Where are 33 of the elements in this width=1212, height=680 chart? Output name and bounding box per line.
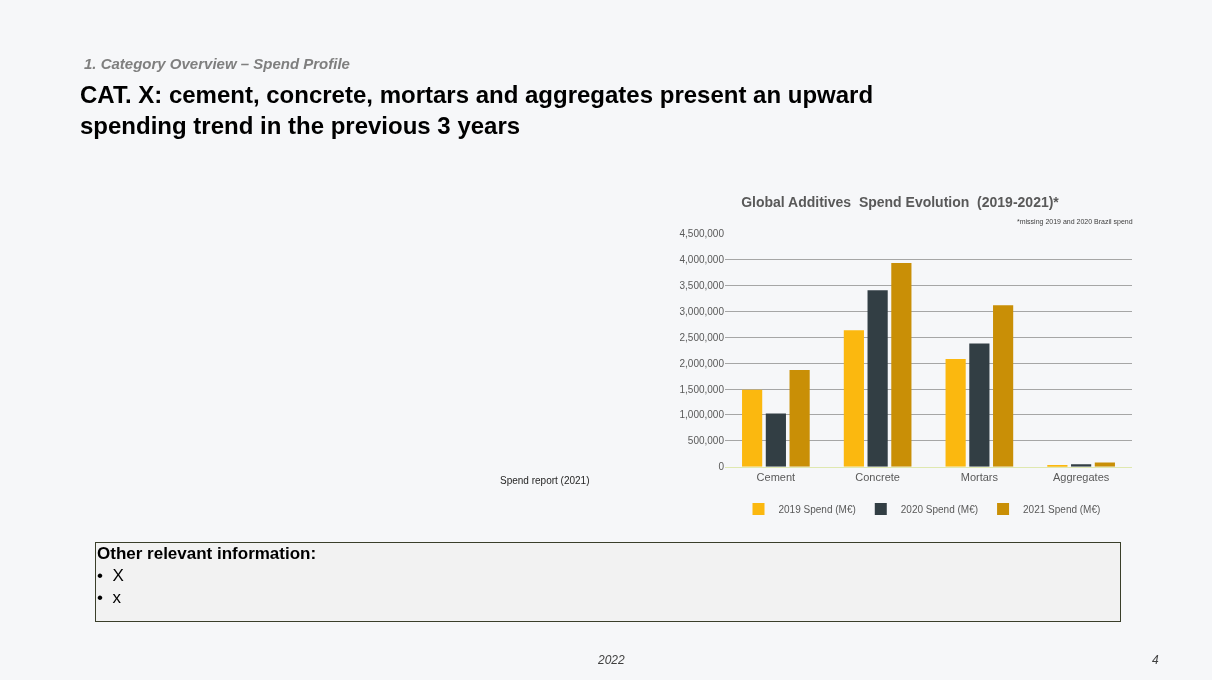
y-tick-label: 1,500,000 [679, 383, 725, 395]
bar [945, 359, 966, 467]
text: 4 [1152, 653, 1159, 667]
x-tick-label: Cement [756, 470, 796, 483]
text: 1. Category Overview – Spend Profile [84, 55, 350, 72]
y-tick-label: 2,500,000 [679, 331, 725, 343]
y-tick-label: 1,000,000 [679, 409, 725, 421]
y-tick-label: 4,000,000 [679, 254, 725, 266]
y-tick-label: 0 [718, 461, 725, 473]
legend-label: 2021 Spend (M€) [1023, 503, 1101, 515]
x-tick-label: Aggregates [1052, 470, 1110, 483]
bar [969, 343, 990, 467]
x-tick-label: Mortars [960, 470, 999, 483]
bar [765, 413, 786, 467]
text: Other relevant information: • X • x [97, 544, 317, 608]
y-tick-label: 4,500,000 [679, 228, 725, 240]
bar [843, 330, 864, 467]
bar [742, 389, 763, 467]
bar [789, 369, 810, 467]
text: Spend report (2021) [500, 475, 590, 486]
bar [867, 290, 888, 467]
text: CAT. X: cement, concrete, mortars and aggregates present an upward spending trend in the previous 3 years [80, 81, 874, 140]
chart-title: Global Additives Spend Evolution (2019-2021)* [741, 193, 1060, 210]
y-tick-label: 500,000 [687, 435, 725, 447]
bar [993, 305, 1014, 467]
legend-label: 2020 Spend (M€) [900, 503, 979, 515]
legend-label: 2019 Spend (M€) [778, 503, 856, 515]
bar [891, 262, 912, 467]
y-tick-label: 2,000,000 [679, 357, 725, 369]
y-tick-label: 3,000,000 [679, 306, 725, 318]
text: 2022 [597, 653, 626, 667]
y-tick-label: 3,500,000 [679, 280, 725, 292]
x-tick-label: Concrete [855, 470, 900, 483]
